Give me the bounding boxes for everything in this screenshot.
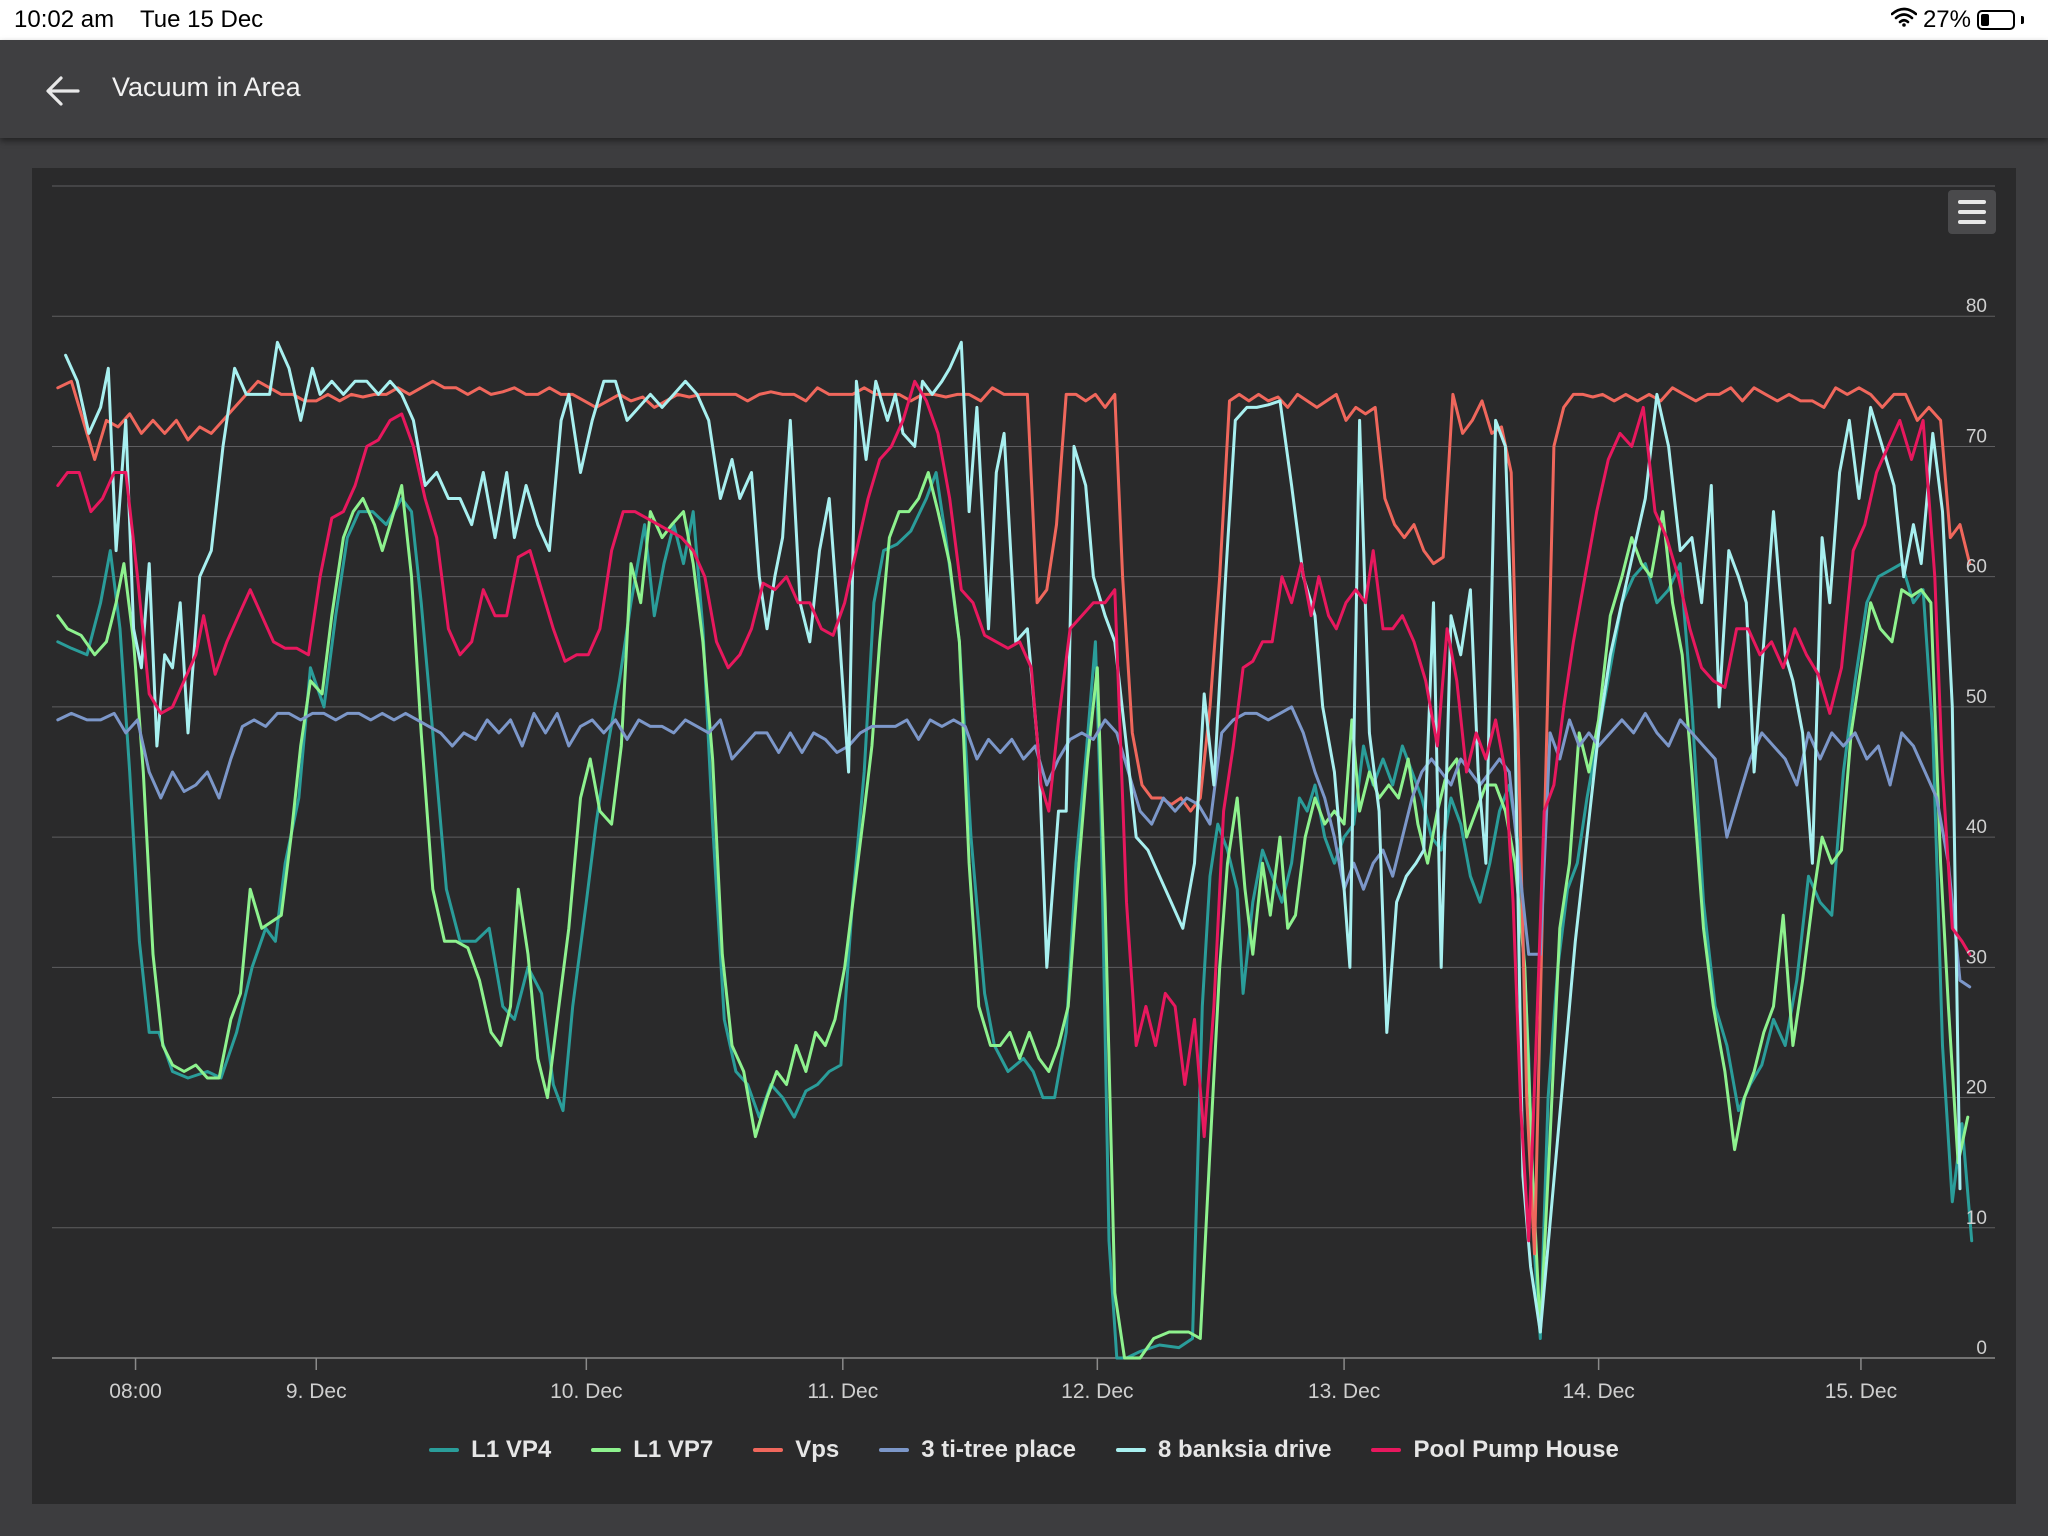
chart-card: 0 10 20 30 40 50 60 70 80 08:00 9. Dec 10. Dec 11. D… [32,168,2016,1504]
battery-icon [1977,10,2015,30]
y-tick-label: 60 [1966,557,1987,578]
series-line-pool-pump-house[interactable] [56,379,1972,1243]
series-line-l1-vp7[interactable] [56,471,1970,1360]
legend-label: L1 VP7 [633,1436,714,1463]
arrow-left-icon [46,76,80,106]
status-date: Tue 15 Dec [140,6,264,33]
y-tick-label: 50 [1966,687,1987,708]
wifi-icon [1890,6,1918,34]
legend-label: 3 ti-tree place [921,1436,1077,1463]
y-tick-label: 80 [1966,296,1987,317]
y-tick-label: 20 [1966,1078,1987,1099]
x-tick-label: 9. Dec [286,1380,347,1403]
legend-item[interactable]: 8 banksia drive [1116,1436,1331,1464]
legend-item[interactable]: Pool Pump House [1371,1436,1619,1464]
legend-label: Vps [795,1436,840,1463]
y-tick-label: 40 [1966,817,1987,838]
legend-swatch [1371,1448,1402,1452]
line-chart: 0 10 20 30 40 50 60 70 80 08:00 9. Dec 10. Dec 11. D… [52,185,1995,1403]
x-tick-label: 15. Dec [1825,1380,1897,1403]
battery-percent: 27% [1922,6,1971,33]
legend-label: Pool Pump House [1413,1436,1619,1463]
series-line-3-ti-tree-place[interactable] [56,705,1972,989]
y-tick-label: 30 [1966,947,1987,968]
x-tick-label: 13. Dec [1308,1380,1380,1403]
series-lines [56,340,1974,1360]
series-line-l1-vp4[interactable] [56,471,1974,1360]
status-time: 10:02 am [14,6,115,33]
legend-item[interactable]: L1 VP7 [591,1436,713,1464]
back-button[interactable] [40,68,86,114]
series-line-vps[interactable] [56,379,1972,1256]
legend-item[interactable]: Vps [753,1436,839,1464]
legend-swatch [429,1448,460,1452]
x-tick-label: 14. Dec [1562,1380,1634,1403]
x-tick-label: 12. Dec [1061,1380,1133,1403]
chart-legend: L1 VP4 L1 VP7 Vps 3 ti-tree place 8 banksia … [32,1432,2016,1468]
legend-label: 8 banksia drive [1158,1436,1332,1463]
y-tick-label: 0 [1976,1338,1987,1359]
status-bar: 10:02 am Tue 15 Dec 27% [0,0,2048,40]
grid-lines [52,185,1995,1359]
x-tick-label: 11. Dec [807,1380,878,1403]
legend-swatch [1116,1448,1147,1452]
legend-swatch [591,1448,622,1452]
chart-menu-button[interactable] [1948,190,1996,234]
legend-item[interactable]: L1 VP4 [429,1436,551,1464]
legend-item[interactable]: 3 ti-tree place [879,1436,1076,1464]
legend-label: L1 VP4 [471,1436,552,1463]
y-tick-label: 70 [1966,426,1987,447]
x-tick-label: 10. Dec [550,1380,622,1403]
page-title: Vacuum in Area [112,72,301,102]
y-tick-label: 10 [1966,1208,1987,1229]
hamburger-menu-icon [1958,200,1986,224]
axes: 0 10 20 30 40 50 60 70 80 08:00 9. Dec 10. Dec 11. D… [109,296,1987,1403]
x-tick-label: 08:00 [109,1380,162,1403]
series-line-8-banksia-drive[interactable] [64,340,1962,1334]
legend-swatch [753,1448,784,1452]
app-bar: Vacuum in Area [0,40,2048,138]
legend-swatch [879,1448,910,1452]
status-right: 27% [1890,6,2024,34]
